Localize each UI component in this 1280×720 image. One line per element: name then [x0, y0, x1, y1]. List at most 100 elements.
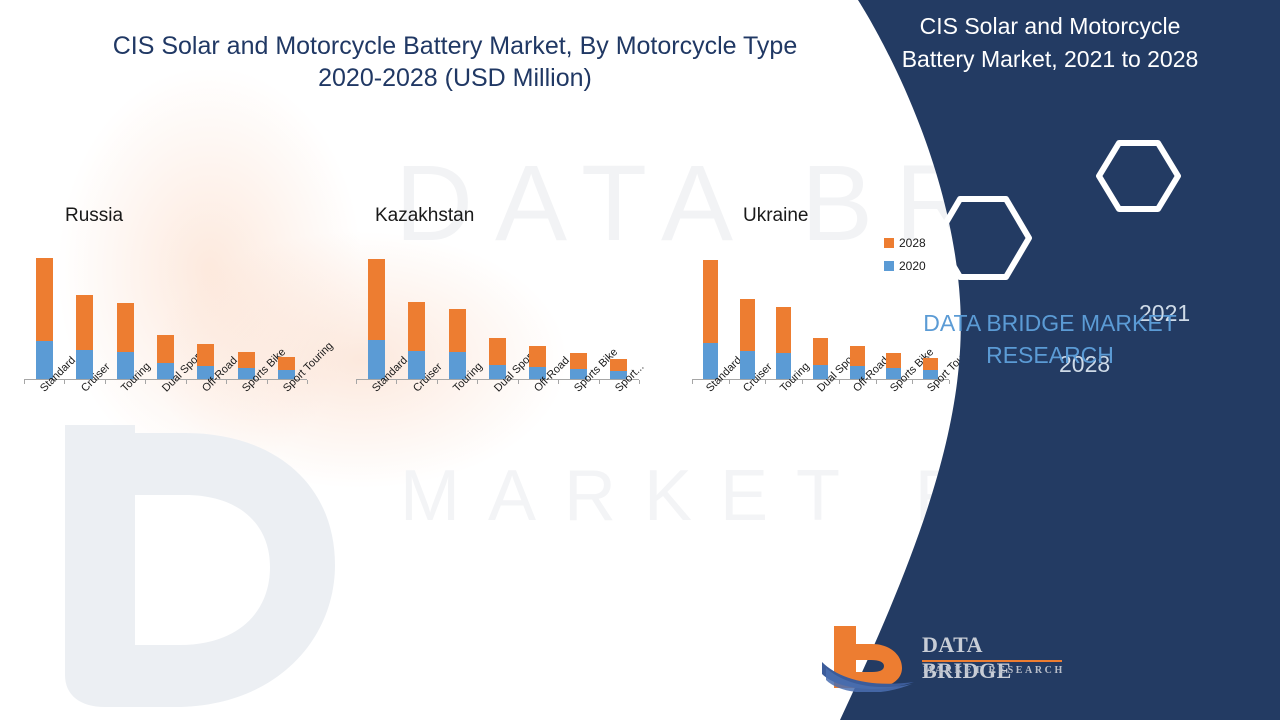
legend-item-2020[interactable]: 2020: [884, 256, 926, 275]
bar-standard[interactable]: [703, 260, 718, 379]
x-axis-tick: [437, 380, 438, 384]
hexagon-2021-icon: [1096, 140, 1181, 212]
x-axis-tick: [558, 380, 559, 384]
bar-segment-2020: [197, 366, 214, 379]
bar-segment-2028: [449, 309, 466, 352]
bar-standard[interactable]: [368, 259, 385, 379]
x-axis-tick: [518, 380, 519, 384]
panel-title: CIS Solar and Motorcycle Battery Market,…: [850, 10, 1250, 76]
x-axis-tick: [692, 380, 693, 384]
panel-title-line2: Battery Market, 2021 to 2028: [901, 46, 1199, 72]
x-axis-tick: [765, 380, 766, 384]
x-axis-tick: [949, 380, 950, 384]
legend-swatch-2020: [884, 260, 894, 271]
bar-touring[interactable]: [117, 303, 134, 379]
bar-segment-2028: [117, 303, 134, 352]
bar-segment-2020: [610, 371, 627, 379]
bar-segment-2020: [278, 370, 295, 379]
bar-segment-2028: [813, 338, 828, 365]
x-axis-tick: [396, 380, 397, 384]
bar-off-road[interactable]: [850, 346, 865, 379]
bar-segment-2028: [923, 358, 938, 370]
x-axis-line: [356, 379, 639, 380]
bar-dual-sport[interactable]: [489, 338, 506, 379]
bar-segment-2020: [449, 352, 466, 379]
hexagon-2021-label: 2021: [1139, 300, 1191, 326]
bar-cruiser[interactable]: [76, 295, 93, 379]
bar-segment-2028: [529, 346, 546, 367]
chart-title-ukraine: Ukraine: [743, 205, 809, 226]
bar-segment-2020: [740, 351, 755, 379]
bar-off-road[interactable]: [197, 344, 214, 379]
x-axis-tick: [64, 380, 65, 384]
bar-sports-bike[interactable]: [238, 352, 255, 379]
bar-segment-2028: [368, 259, 385, 340]
bar-touring[interactable]: [449, 309, 466, 379]
bar-dual-sport[interactable]: [813, 338, 828, 379]
bar-segment-2020: [408, 351, 425, 379]
navy-panel-content: CIS Solar and Motorcycle Battery Market,…: [800, 0, 1280, 720]
hexagon-2028-icon: [934, 196, 1032, 280]
bar-segment-2028: [238, 352, 255, 368]
bar-segment-2028: [197, 344, 214, 366]
navy-panel-shape: [840, 0, 1280, 720]
bar-sports-bike[interactable]: [886, 353, 901, 379]
bar-segment-2028: [610, 359, 627, 371]
main-title-line1: CIS Solar and Motorcycle Battery Market,…: [112, 32, 798, 60]
bar-segment-2028: [703, 260, 718, 343]
x-axis-line: [692, 379, 949, 380]
bar-segment-2020: [529, 367, 546, 379]
chart-legend: 2028 2020: [884, 233, 926, 279]
logo-wordmark: DATA BRIDGE: [922, 632, 1012, 683]
bar-cruiser[interactable]: [408, 302, 425, 379]
x-axis-tick: [839, 380, 840, 384]
legend-label-2028: 2028: [899, 235, 926, 250]
bar-sport-[interactable]: [610, 359, 627, 379]
bar-segment-2028: [570, 353, 587, 369]
bar-segment-2028: [278, 357, 295, 370]
legend-label-2020: 2020: [899, 258, 926, 273]
chart-title-kazakhstan: Kazakhstan: [375, 205, 475, 226]
watermark-b-logo-icon: [65, 425, 335, 707]
logo-divider: [922, 660, 1062, 662]
brand-line1: DATA BRIDGE MARKET: [923, 310, 1177, 336]
x-axis-line: [24, 379, 307, 380]
bar-cruiser[interactable]: [740, 299, 755, 379]
x-axis-tick: [477, 380, 478, 384]
bar-sport-touring[interactable]: [923, 358, 938, 379]
bar-segment-2028: [776, 307, 791, 353]
bar-segment-2020: [238, 368, 255, 379]
hexagon-2028-label: 2028: [1059, 351, 1111, 377]
bar-segment-2020: [813, 365, 828, 379]
bar-sport-touring[interactable]: [278, 357, 295, 379]
bar-touring[interactable]: [776, 307, 791, 379]
bar-segment-2020: [850, 366, 865, 379]
x-axis-tick: [912, 380, 913, 384]
legend-swatch-2028: [884, 237, 894, 248]
bar-segment-2028: [740, 299, 755, 351]
databridge-logo: DATA BRIDGE MARKET RESEARCH: [820, 620, 1070, 700]
bar-dual-sport[interactable]: [157, 335, 174, 379]
x-axis-tick: [599, 380, 600, 384]
bar-segment-2020: [76, 350, 93, 379]
bar-standard[interactable]: [36, 258, 53, 379]
bar-sports-bike[interactable]: [570, 353, 587, 379]
brand-line2: RESEARCH: [986, 342, 1114, 368]
bar-segment-2028: [36, 258, 53, 341]
bar-segment-2020: [157, 363, 174, 379]
bar-segment-2020: [489, 365, 506, 379]
x-axis-tick: [105, 380, 106, 384]
bar-segment-2020: [703, 343, 718, 379]
chart-title-russia: Russia: [65, 205, 124, 226]
x-axis-tick: [186, 380, 187, 384]
bar-segment-2028: [408, 302, 425, 351]
bar-segment-2020: [570, 369, 587, 379]
bar-off-road[interactable]: [529, 346, 546, 379]
bar-segment-2028: [157, 335, 174, 363]
bar-segment-2028: [886, 353, 901, 368]
x-axis-tick: [307, 380, 308, 384]
right-navy-panel: CIS Solar and Motorcycle Battery Market,…: [800, 0, 1280, 720]
legend-item-2028[interactable]: 2028: [884, 233, 926, 252]
databridge-mark-icon: [822, 626, 914, 692]
